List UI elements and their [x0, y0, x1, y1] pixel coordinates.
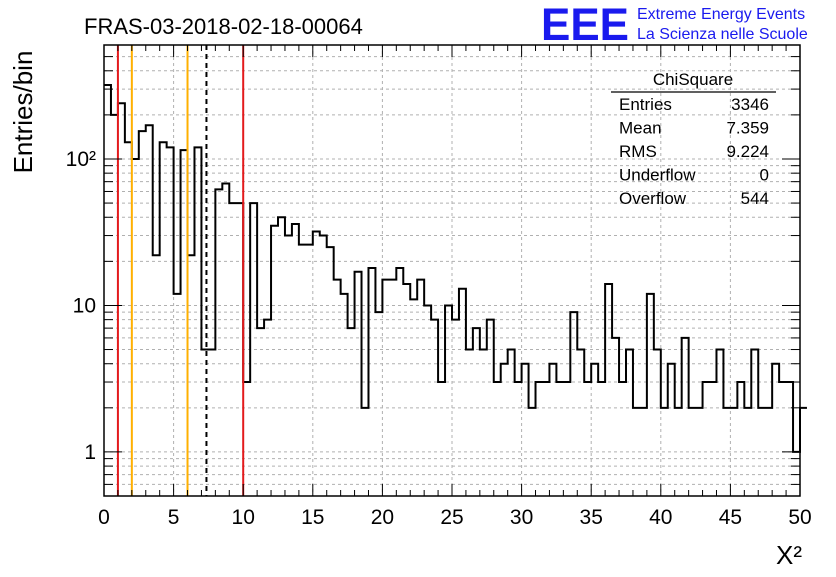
stats-label: RMS: [619, 142, 657, 161]
x-tick-label: 45: [719, 506, 742, 529]
histogram-outline: [104, 83, 807, 453]
stats-box: ChiSquare Entries 3346 Mean 7.359 RMS 9.224 Un…: [611, 70, 776, 208]
logo-line2: La Scienza nelle Scuole: [637, 26, 808, 43]
stats-value: 7.359: [726, 119, 769, 138]
x-tick-label: 20: [371, 506, 394, 529]
stats-label: Overflow: [619, 189, 687, 208]
x-tick-label: 25: [440, 506, 463, 529]
reference-lines: [116, 45, 245, 496]
y-tick-label: 10: [73, 294, 96, 317]
logo-line1: Extreme Energy Events: [637, 6, 805, 23]
x-tick-label: 10: [232, 506, 255, 529]
stats-value: 9.224: [726, 142, 769, 161]
stats-value: 0: [760, 166, 769, 185]
eee-logo: EEE Extreme Energy Events La Scienza nel…: [541, 0, 808, 50]
x-tick-label: 0: [98, 506, 110, 529]
y-tick-label: 1: [84, 441, 96, 464]
grid: [104, 45, 800, 496]
y-axis-label: Entries/bin: [8, 51, 38, 174]
x-tick-label: 30: [510, 506, 533, 529]
stats-value: 3346: [731, 95, 769, 114]
stats-label: Mean: [619, 119, 662, 138]
stats-rows: Entries 3346 Mean 7.359 RMS 9.224 Underflow 0 Ov…: [619, 95, 769, 208]
histogram: [104, 83, 807, 453]
x-tick-label: 40: [649, 506, 672, 529]
y-tick-label: 10²: [66, 148, 96, 171]
x-tick-label: 5: [168, 506, 180, 529]
axes: 0 5 10 15 20 25 30 35 40 45 50 1 10 10²: [66, 44, 812, 529]
stats-label: Underflow: [619, 166, 696, 185]
x-axis-label: X²: [776, 540, 802, 570]
logo-mark: EEE: [541, 0, 629, 50]
stats-label: Entries: [619, 95, 672, 114]
stats-value: 544: [741, 189, 769, 208]
chart-title: FRAS-03-2018-02-18-00064: [84, 14, 363, 39]
x-tick-label: 50: [788, 506, 811, 529]
x-tick-label: 35: [580, 506, 603, 529]
stats-title: ChiSquare: [653, 70, 733, 89]
x-tick-label: 15: [301, 506, 324, 529]
